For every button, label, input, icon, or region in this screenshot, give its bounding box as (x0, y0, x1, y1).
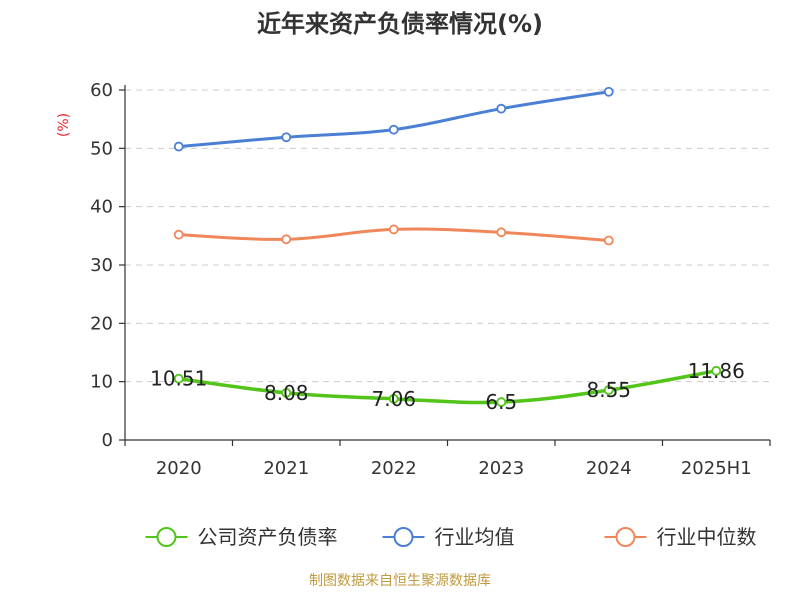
data-label-2021: 8.08 (264, 381, 309, 405)
series-1-point-2024 (603, 86, 614, 97)
axes: 0 10 20 30 40 50 60 2020 2021 2022 2023 2024 2025H1 (90, 80, 771, 479)
data-label-2025H1: 11.86 (688, 359, 745, 383)
series-1-point-2022 (388, 124, 399, 135)
legend-label-1: 行业均值 (435, 525, 515, 549)
series-0-point-2020 (173, 373, 184, 384)
y-tick-label-50: 50 (90, 138, 113, 159)
x-tick-label-2023: 2023 (478, 458, 524, 479)
series-1-point-2021 (281, 132, 292, 143)
y-tick-label-20: 20 (90, 313, 113, 334)
y-tick-label-30: 30 (90, 255, 113, 276)
data-label-2024: 8.55 (586, 378, 631, 402)
x-tick-label-2025H1: 2025H1 (681, 458, 752, 479)
series-2-point-2023 (496, 227, 507, 238)
data-label-2020: 10.51 (150, 367, 207, 391)
series-2-point-2022 (388, 224, 399, 235)
series-0-point-2023 (496, 397, 507, 407)
data-labels: 10.51 8.08 7.06 6.5 8.55 11.86 (150, 359, 745, 414)
legend-marker-1 (393, 527, 414, 547)
y-axis-unit: (%) (56, 113, 72, 137)
legend-marker-2 (615, 527, 636, 547)
series-line-1 (178, 90, 609, 149)
legend-label-0: 公司资产负债率 (198, 525, 338, 549)
series-1-point-2023 (496, 103, 507, 114)
chart-title: 近年来资产负债率情况(%) (257, 10, 543, 38)
series-0-point-2025H1 (711, 365, 722, 376)
series-1-point-2020 (173, 141, 184, 152)
y-tick-label-40: 40 (90, 197, 113, 218)
legend-marker-0 (156, 527, 177, 547)
series-0-point-2021 (281, 387, 292, 398)
legend-label-2: 行业中位数 (657, 525, 757, 549)
legend: 公司资产负债率 行业均值 行业中位数 (145, 525, 757, 549)
source-note: 制图数据来自恒生聚源数据库 (309, 573, 491, 589)
x-tick-label-2020: 2020 (156, 458, 202, 479)
series-0-point-2022 (388, 393, 399, 404)
series-2-point-2021 (281, 234, 292, 245)
y-tick-label-10: 10 (90, 372, 113, 393)
series-2-point-2020 (173, 229, 184, 240)
x-tick-label-2022: 2022 (371, 458, 417, 479)
y-tick-label-60: 60 (90, 80, 113, 101)
y-tick-label-0: 0 (102, 430, 113, 451)
x-tick-label-2024: 2024 (586, 458, 632, 479)
data-label-2023: 6.5 (485, 390, 517, 414)
x-tick-label-2021: 2021 (263, 458, 309, 479)
series-0-point-2024 (603, 385, 614, 396)
series-line-0 (178, 369, 717, 405)
series (173, 86, 722, 407)
grid (125, 89, 770, 383)
series-2-point-2024 (603, 235, 614, 246)
data-label-2022: 7.06 (371, 387, 416, 411)
